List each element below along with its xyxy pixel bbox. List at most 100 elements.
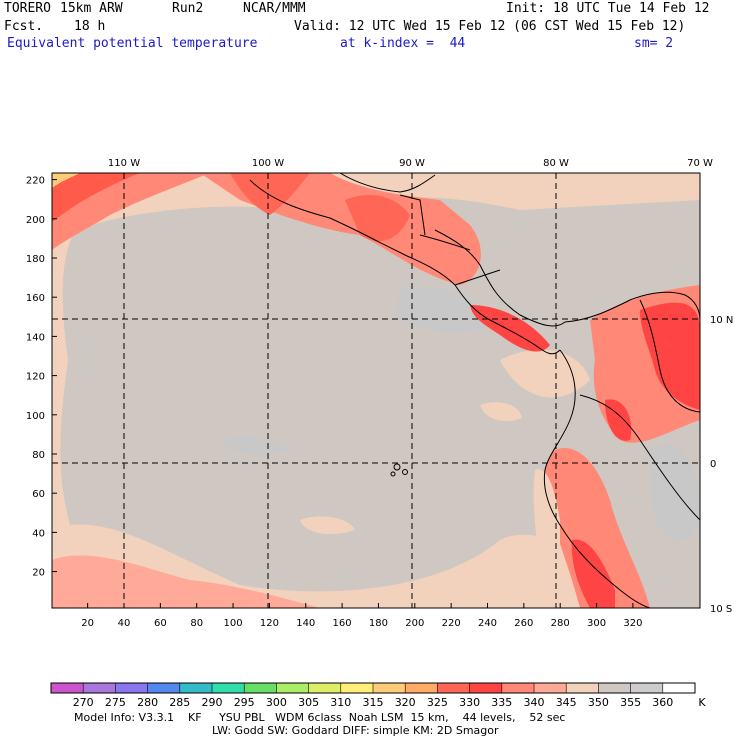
longitude-label: 70 W	[687, 158, 713, 169]
colorbar-label: 295	[234, 696, 255, 709]
colorbar-label: 315	[363, 696, 384, 709]
coastline-south-america-pacific	[543, 349, 651, 608]
border-honduras	[454, 269, 501, 286]
axis-labels: 20 40 60 80 100 120 140 160 180 200 220 240 260 280 30…	[26, 158, 733, 629]
colorbar-swatch	[630, 683, 664, 693]
colorbar-swatch	[340, 683, 374, 693]
smoothing-value: sm= 2	[634, 36, 674, 51]
x-tick-label: 100	[224, 618, 243, 629]
colorbar-swatch	[373, 683, 406, 693]
field-band-330-mexico	[230, 173, 310, 215]
colorbar-swatch	[212, 683, 245, 693]
colorbar-label: 285	[169, 696, 190, 709]
colorbar-label: 330	[459, 696, 480, 709]
y-tick-label: 100	[26, 411, 45, 422]
colorbar-swatch	[598, 683, 631, 693]
x-tick-label: 160	[333, 618, 352, 629]
field-band-350-b	[650, 443, 700, 542]
colorbar-swatch	[308, 683, 342, 693]
colorbar-label: 335	[491, 696, 512, 709]
colorbar-swatch	[83, 683, 116, 693]
forecast-hour: 18 h	[74, 19, 106, 34]
field-band-340-b	[480, 402, 522, 422]
field-band-330-colombia	[640, 302, 700, 410]
theta-e-field	[52, 173, 700, 608]
model-resolution: 15km ARW	[60, 1, 123, 16]
field-band-320-nw	[52, 173, 80, 188]
colorbar-label: 275	[105, 696, 126, 709]
galapagos-island	[390, 471, 396, 477]
colorbar-label: 270	[73, 696, 94, 709]
field-band-340-c	[300, 516, 355, 535]
longitude-label: 80 W	[543, 158, 569, 169]
colorbar-label: 300	[266, 696, 287, 709]
latitude-label: 0	[710, 459, 716, 470]
x-tick-label: 120	[260, 618, 279, 629]
x-tick-label: 20	[81, 618, 94, 629]
border-peru-brazil	[639, 439, 700, 521]
longitude-label: 90 W	[399, 158, 425, 169]
run-label: Run2	[172, 1, 204, 16]
colorbar-label: 320	[395, 696, 416, 709]
y-tick-label: 40	[32, 528, 45, 539]
latitude-label: 10 N	[710, 315, 733, 326]
field-band-335-peru	[543, 448, 650, 608]
coastline-south-america-north	[564, 291, 700, 323]
field-band-350-c	[220, 436, 290, 455]
colorbar-swatch	[566, 683, 599, 693]
field-name: Equivalent potential temperature	[7, 36, 258, 51]
coastlines	[249, 173, 700, 608]
y-tick-label: 160	[26, 293, 45, 304]
map-frame	[51, 172, 701, 609]
x-tick-label: 200	[405, 618, 424, 629]
x-tick-label: 320	[623, 618, 642, 629]
latitude-label: 10 S	[710, 604, 732, 615]
coastline-mexico	[249, 179, 406, 256]
x-tick-label: 140	[296, 618, 315, 629]
galapagos-islands	[393, 463, 401, 471]
colorbar-swatch	[115, 683, 148, 693]
coastline-central-america-pacific	[404, 254, 561, 355]
colorbar-swatch	[534, 683, 567, 693]
x-tick-label: 280	[551, 618, 570, 629]
galapagos-island	[402, 469, 408, 475]
border-guatemala	[399, 194, 471, 251]
x-tick-label: 80	[190, 618, 203, 629]
colorbar-swatch	[662, 683, 696, 693]
organization: NCAR/MMM	[243, 1, 306, 16]
colorbar-label: 280	[137, 696, 158, 709]
colorbar-label: 340	[524, 696, 545, 709]
longitude-label: 110 W	[108, 158, 140, 169]
colorbar-swatch	[51, 683, 84, 693]
init-time: Init: 18 UTC Tue 14 Feb 12	[506, 1, 710, 16]
y-tick-label: 140	[26, 332, 45, 343]
axis-ticks	[52, 179, 634, 608]
y-tick-label: 200	[26, 215, 45, 226]
y-tick-label: 80	[32, 450, 45, 461]
y-tick-label: 60	[32, 489, 45, 500]
colorbar-label: 350	[588, 696, 609, 709]
colorbar: 270 275 280 285 290 295 300 305 310 315 320 325 330 3…	[50, 682, 706, 709]
colorbar-label: 345	[556, 696, 577, 709]
x-tick-label: 40	[118, 618, 131, 629]
colorbar-swatch	[179, 683, 213, 693]
colorbar-swatch	[244, 683, 277, 693]
colorbar-label: 310	[330, 696, 351, 709]
border-ecuador	[579, 394, 641, 441]
coastline-central-america-caribbean	[434, 229, 566, 327]
field-band-340-peru-coast	[533, 469, 560, 608]
x-tick-label: 240	[478, 618, 497, 629]
colorbar-label: 355	[620, 696, 641, 709]
colorbar-label: 305	[298, 696, 319, 709]
field-band-330-guatemala	[345, 195, 410, 242]
coastline-yucatan	[339, 173, 436, 193]
y-tick-label: 180	[26, 254, 45, 265]
colorbar-label: 360	[652, 696, 673, 709]
field-band-350-a	[395, 287, 500, 333]
field-band-330-costarica	[470, 305, 550, 352]
x-tick-label: 180	[369, 618, 388, 629]
colorbar-label: 325	[427, 696, 448, 709]
colorbar-swatch	[501, 683, 535, 693]
y-tick-label: 220	[26, 176, 45, 187]
